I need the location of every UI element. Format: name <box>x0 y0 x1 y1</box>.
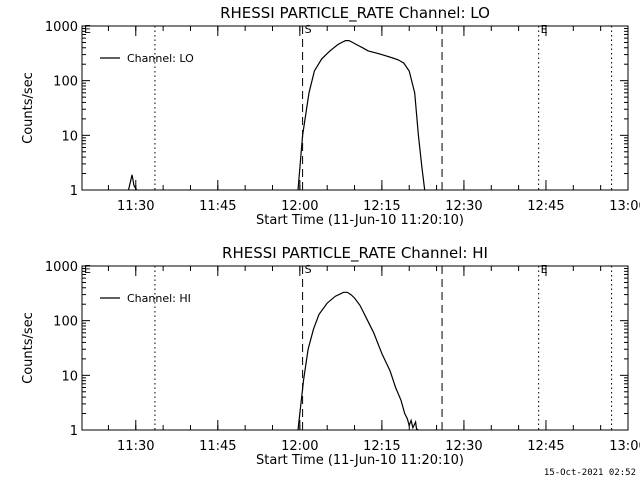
series-line-channel-lo <box>127 174 138 191</box>
x-tick-label: 12:45 <box>527 199 564 214</box>
x-axis-label: Start Time (11-Jun-10 11:20:10) <box>256 453 464 468</box>
marker-label: E <box>541 263 548 276</box>
series-line-channel-lo <box>297 39 426 191</box>
marker-label: E <box>84 23 91 36</box>
x-tick-label: 12:15 <box>363 199 400 214</box>
y-tick-label: 10 <box>61 129 78 144</box>
plot-frame <box>81 265 629 431</box>
y-tick-label: 1 <box>70 184 78 199</box>
timestamp-label: 15-Oct-2021 02:52 <box>543 468 636 478</box>
marker-label: S <box>305 263 312 276</box>
legend-label: Channel: HI <box>127 292 191 305</box>
legend-label: Channel: LO <box>127 52 194 65</box>
x-tick-label: 13:00 <box>609 439 640 454</box>
y-tick-label: 10 <box>61 369 78 384</box>
marker-label: S <box>305 23 312 36</box>
chart-title: RHESSI PARTICLE_RATE Channel: HI <box>222 244 488 263</box>
x-tick-label: 11:45 <box>199 439 236 454</box>
x-axis-label: Start Time (11-Jun-10 11:20:10) <box>256 213 464 228</box>
y-tick-label: 100 <box>53 75 78 90</box>
y-tick-label: 1 <box>70 424 78 439</box>
y-tick-label: 1000 <box>45 260 78 275</box>
chart-title: RHESSI PARTICLE_RATE Channel: LO <box>220 4 490 23</box>
series-line-channel-hi <box>297 291 419 431</box>
x-tick-label: 13:00 <box>609 199 640 214</box>
marker-label: E <box>541 23 548 36</box>
y-axis-label: Counts/sec <box>21 312 36 384</box>
x-tick-label: 12:00 <box>281 439 318 454</box>
x-tick-label: 11:30 <box>117 439 154 454</box>
x-tick-label: 12:30 <box>445 439 482 454</box>
panel-2-chart: RHESSI PARTICLE_RATE Channel: HI 1 10 100 10… <box>21 244 640 468</box>
x-tick-label: 12:00 <box>281 199 318 214</box>
panel-1-chart: RHESSI PARTICLE_RATE Channel: LO 1 10 100 10… <box>21 4 640 228</box>
y-axis-label: Counts/sec <box>21 72 36 144</box>
x-tick-label: 12:15 <box>363 439 400 454</box>
x-tick-label: 12:45 <box>527 439 564 454</box>
y-tick-label: 1000 <box>45 20 78 35</box>
marker-label: E <box>84 263 91 276</box>
x-tick-label: 12:30 <box>445 199 482 214</box>
plot-frame <box>81 25 629 191</box>
x-tick-label: 11:30 <box>117 199 154 214</box>
x-tick-label: 11:45 <box>199 199 236 214</box>
y-tick-label: 100 <box>53 315 78 330</box>
